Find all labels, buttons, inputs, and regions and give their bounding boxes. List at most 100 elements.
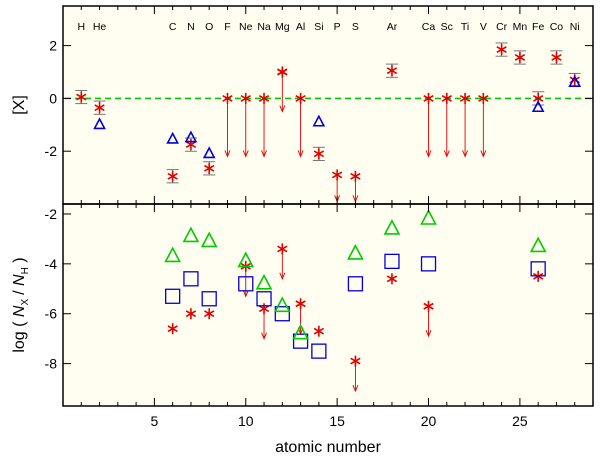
triangle-point xyxy=(200,231,218,248)
abundance-point xyxy=(551,51,562,63)
upper-limit-point xyxy=(331,169,343,181)
bottom-panel-background xyxy=(63,204,593,406)
abundance-point xyxy=(313,148,325,160)
triangle-point xyxy=(164,246,181,263)
element-label: Fe xyxy=(532,21,544,33)
abundance-point-stroke xyxy=(496,46,507,54)
element-label: O xyxy=(205,21,213,33)
square-point xyxy=(274,306,290,322)
abundance-point-stroke xyxy=(533,94,544,102)
element-label: V xyxy=(480,21,487,33)
square-point xyxy=(384,253,400,270)
triangle-point xyxy=(531,100,545,113)
x-tick-label: 5 xyxy=(150,413,158,429)
upper-limit-arrow-head xyxy=(261,150,267,158)
top-y-axis-title: [X] xyxy=(11,95,28,115)
y-tick-label: 0 xyxy=(49,90,57,106)
star-abundance-point xyxy=(313,325,325,337)
square-point xyxy=(530,261,546,277)
y-tick-label: -2 xyxy=(45,143,58,159)
triangle-point xyxy=(184,130,198,143)
abundance-point xyxy=(386,65,398,77)
element-label: N xyxy=(187,21,195,33)
upper-limit-arrow xyxy=(242,98,249,158)
abundance-point-stroke xyxy=(313,150,325,158)
upper-limit-arrow-head xyxy=(279,105,286,113)
upper-limit-point xyxy=(295,92,306,104)
triangle-point xyxy=(529,236,547,253)
upper-limit-point xyxy=(350,170,361,182)
upper-limit-point xyxy=(478,92,489,104)
x-tick-label: 20 xyxy=(421,413,437,429)
square-point xyxy=(238,276,254,292)
abundance-point xyxy=(167,170,178,182)
upper-limit-point-stroke xyxy=(222,94,233,102)
triangle-point xyxy=(568,74,582,87)
square-point xyxy=(292,333,309,349)
square-point xyxy=(183,271,199,287)
y-tick-label: -6 xyxy=(45,306,58,322)
upper-limit-arrow xyxy=(425,306,432,338)
top-panel xyxy=(65,42,591,203)
square-point xyxy=(311,343,327,359)
upper-limit-arrow xyxy=(279,72,286,113)
upper-limit-arrow xyxy=(279,248,286,280)
element-label: Ca xyxy=(422,21,436,33)
element-label: H xyxy=(77,21,85,33)
element-label: Sc xyxy=(441,21,453,33)
star-abundance-point-stroke xyxy=(313,327,325,335)
abundance-point xyxy=(204,162,215,174)
abundance-point-stroke xyxy=(76,93,87,101)
upper-limit-arrow xyxy=(224,98,231,158)
upper-limit-arrow-head xyxy=(480,150,487,158)
upper-limit-arrow-head xyxy=(425,329,432,338)
bottom-axes: -2 -4 -6 -8 5 10 15 20 25 xyxy=(45,204,593,429)
upper-limit-arrow xyxy=(462,98,468,158)
upper-limit-arrow-head xyxy=(462,150,468,158)
upper-limit-point xyxy=(240,92,251,104)
element-label: Si xyxy=(314,21,323,33)
x-tick-label: 25 xyxy=(512,413,528,429)
upper-limit-arrow xyxy=(352,361,359,393)
element-label: Ti xyxy=(461,21,469,33)
upper-limit-point-stroke xyxy=(240,94,251,102)
upper-limit-point xyxy=(459,92,471,104)
upper-limit-point-stroke xyxy=(295,94,306,102)
upper-limit-point xyxy=(441,92,452,104)
triangle-point xyxy=(166,131,179,144)
triangle-point xyxy=(383,219,401,235)
triangle-point xyxy=(292,323,309,340)
abundance-point xyxy=(514,51,526,63)
abundance-point xyxy=(94,102,105,114)
ylabel-prefix: log ( xyxy=(11,321,28,353)
element-label: He xyxy=(93,21,107,33)
element-label: Cr xyxy=(496,21,508,33)
star-abundance-point-stroke xyxy=(204,310,215,318)
ylabel-num-sub: X xyxy=(20,299,31,306)
upper-limit-arrow-head xyxy=(352,384,359,393)
upper-limit-point-stroke xyxy=(258,94,270,102)
upper-limit-point xyxy=(423,92,434,104)
upper-limit-arrow xyxy=(261,308,267,340)
square-point xyxy=(201,291,217,307)
triangle-point xyxy=(273,296,291,313)
upper-limit-point-stroke xyxy=(441,94,452,102)
star-abundance-point xyxy=(185,308,197,320)
element-label: S xyxy=(352,21,359,33)
y-tick-label: 2 xyxy=(49,38,57,54)
element-label: Ne xyxy=(239,21,253,33)
upper-limit-arrow xyxy=(261,98,267,158)
upper-limit-point-stroke xyxy=(423,94,434,102)
bottom-panel xyxy=(164,209,547,393)
upper-limit-arrow xyxy=(443,98,450,158)
upper-limit-arrow xyxy=(480,98,487,158)
abundance-point xyxy=(496,44,507,56)
upper-limit-point-stroke xyxy=(478,94,489,102)
upper-limit-arrow-head xyxy=(279,272,286,280)
x-tick-label: 15 xyxy=(329,413,345,429)
ylabel-suffix: ) xyxy=(11,257,28,262)
upper-limit-arrow-head xyxy=(242,290,249,298)
upper-limit-arrow-head xyxy=(224,150,231,158)
upper-limit-arrow-head xyxy=(297,150,304,158)
